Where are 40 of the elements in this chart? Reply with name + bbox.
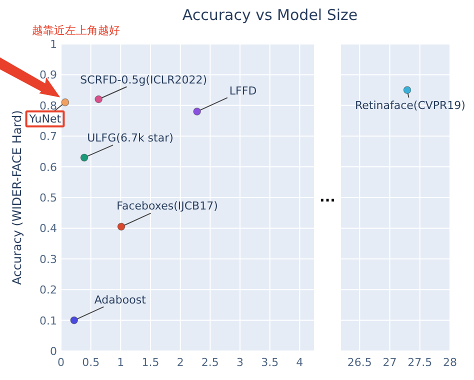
text: LFFD xyxy=(229,84,257,98)
x-tick-label: 27.5 xyxy=(408,356,432,369)
y-tick-label: 0 xyxy=(50,345,57,358)
series-label: SCRFD-0.5g(ICLR2022) xyxy=(80,73,208,86)
x-tick-label: 1 xyxy=(117,356,124,369)
y-tick-label: 0.9 xyxy=(40,68,57,82)
point xyxy=(117,222,126,231)
series-label: Adaboost xyxy=(94,293,147,306)
series-label: YuNet xyxy=(28,112,62,126)
point xyxy=(193,108,201,116)
x-tick-label: 2.5 xyxy=(201,356,219,369)
y-tick-label: 0.6 xyxy=(40,160,57,174)
text: ... xyxy=(320,190,336,206)
x-tick-label: 2 xyxy=(176,356,184,369)
x-tick-label: 1.5 xyxy=(142,356,160,369)
x-tick-label: 28 xyxy=(443,356,457,369)
y-axis-title: Accuracy (WIDER-FACE Hard) xyxy=(10,110,24,285)
y-tick-label: 1 xyxy=(50,38,57,51)
point xyxy=(80,154,88,162)
x-tick-label: 26.5 xyxy=(347,356,372,369)
x-tick-label: 4 xyxy=(296,356,304,369)
x-tick-label: 27 xyxy=(382,356,397,369)
y-tick-label: 0.5 xyxy=(40,192,57,204)
y-tick-label: 0.1 xyxy=(40,314,57,328)
chart-title: Accuracy vs Model Size xyxy=(182,6,358,24)
point xyxy=(61,98,70,106)
point xyxy=(70,316,78,324)
x-tick-label: 3.5 xyxy=(261,356,279,369)
y-tick-label: 0.4 xyxy=(40,222,57,236)
series-label: ULFG(6.7k star) xyxy=(87,132,174,145)
y-tick-label: 0.8 xyxy=(40,99,57,112)
y-tick-label: 0.2 xyxy=(40,284,57,297)
y-tick-label: 0.7 xyxy=(40,130,57,144)
y-tick-label: 0.3 xyxy=(40,252,57,266)
text: 越靠近左上角越好 xyxy=(32,24,120,37)
series-label: Retinaface(CVPR19) xyxy=(354,99,466,112)
series-label: Faceboxes(IJCB17) xyxy=(116,200,218,213)
x-tick-label: 0.5 xyxy=(82,356,100,369)
point xyxy=(94,95,102,104)
x-tick-label: 3 xyxy=(236,356,244,369)
